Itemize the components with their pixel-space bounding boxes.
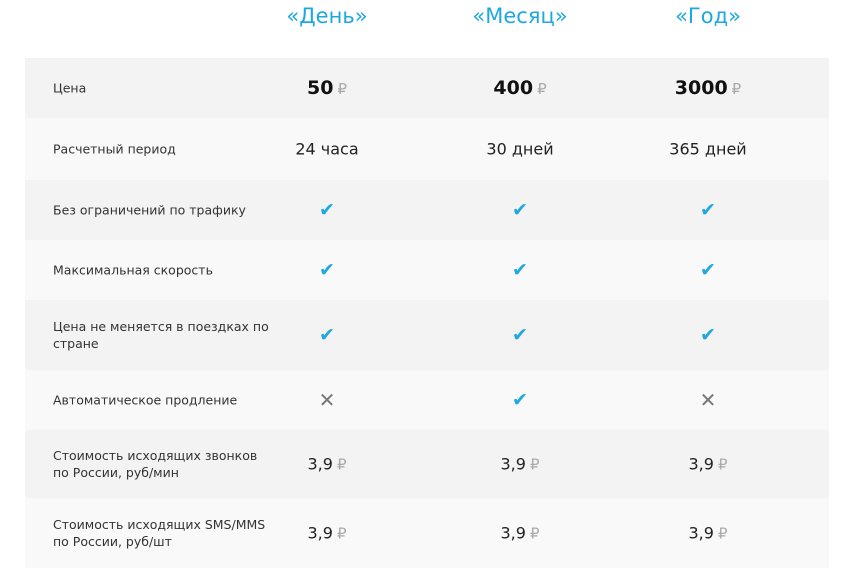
- cell-value: 400 ₽: [493, 77, 546, 99]
- value: 24 часа: [295, 139, 359, 159]
- value: 365 дней: [669, 139, 747, 159]
- value: 30 дней: [486, 139, 554, 159]
- value: 400: [493, 77, 534, 99]
- check-icon: ✔: [319, 199, 335, 221]
- value: 3,9: [500, 454, 526, 474]
- cell-value: 3,9 ₽: [501, 524, 540, 543]
- cell-value: 24 часа: [295, 140, 358, 159]
- plan-header: «День»: [286, 4, 368, 28]
- row-label: Максимальная скорость: [53, 262, 213, 278]
- plan-header: «Месяц»: [472, 4, 568, 28]
- check-icon: ✔: [700, 259, 716, 281]
- ruble-sign: ₽: [529, 455, 540, 474]
- cell-value: 365 дней: [669, 140, 746, 159]
- check-icon: ✔: [512, 199, 528, 221]
- ruble-sign: ₽: [537, 80, 547, 98]
- check-icon: ✔: [512, 324, 528, 346]
- ruble-sign: ₽: [717, 455, 728, 474]
- value: 3,9: [307, 454, 333, 474]
- cell-value: 3000 ₽: [675, 77, 741, 99]
- row-label: Расчетный период: [53, 141, 176, 157]
- cell-value: 3,9 ₽: [308, 455, 347, 474]
- ruble-sign: ₽: [529, 524, 540, 543]
- table-row: Цена не меняется в поездках по стране ✔ ✔ ✔: [25, 300, 829, 370]
- row-label: Цена: [53, 80, 87, 96]
- cross-icon: ✕: [318, 388, 336, 412]
- table-row: Без ограничений по трафику ✔ ✔ ✔: [25, 180, 829, 240]
- row-label: Автоматическое продление: [53, 392, 238, 408]
- value: 3000: [674, 77, 728, 99]
- row-label: Цена не меняется в поездках по стране: [53, 319, 269, 351]
- cell-value: 3,9 ₽: [689, 455, 728, 474]
- check-icon: ✔: [319, 259, 335, 281]
- ruble-sign: ₽: [731, 80, 742, 98]
- row-label: Стоимость исходящих звонков по России, р…: [53, 448, 258, 480]
- cell-value: 30 дней: [486, 140, 553, 159]
- row-label: Стоимость исходящих SMS/MMS по России, р…: [53, 517, 266, 549]
- value: 50: [307, 77, 334, 99]
- cross-icon: ✕: [699, 388, 717, 412]
- ruble-sign: ₽: [337, 80, 347, 98]
- check-icon: ✔: [319, 324, 335, 346]
- ruble-sign: ₽: [717, 524, 728, 543]
- value: 3,9: [688, 523, 714, 543]
- row-label: Без ограничений по трафику: [53, 202, 246, 218]
- ruble-sign: ₽: [336, 455, 347, 474]
- cell-value: 3,9 ₽: [501, 455, 540, 474]
- check-icon: ✔: [512, 259, 528, 281]
- table-row: Расчетный период 24 часа 30 дней 365 дней: [25, 118, 829, 180]
- table-row: Автоматическое продление ✕ ✔ ✕: [25, 370, 829, 430]
- cell-value: 3,9 ₽: [689, 524, 728, 543]
- ruble-sign: ₽: [336, 524, 347, 543]
- check-icon: ✔: [700, 199, 716, 221]
- table-row: Максимальная скорость ✔ ✔ ✔: [25, 240, 829, 300]
- check-icon: ✔: [512, 389, 528, 411]
- value: 3,9: [307, 523, 333, 543]
- table-row: Цена 50 ₽400 ₽3000 ₽: [25, 58, 829, 118]
- check-icon: ✔: [700, 324, 716, 346]
- table-row: Стоимость исходящих звонков по России, р…: [25, 430, 829, 498]
- cell-value: 50 ₽: [307, 77, 347, 99]
- value: 3,9: [688, 454, 714, 474]
- cell-value: 3,9 ₽: [308, 524, 347, 543]
- plan-header: «Год»: [675, 4, 741, 28]
- value: 3,9: [500, 523, 526, 543]
- table-row: Стоимость исходящих SMS/MMS по России, р…: [25, 498, 829, 568]
